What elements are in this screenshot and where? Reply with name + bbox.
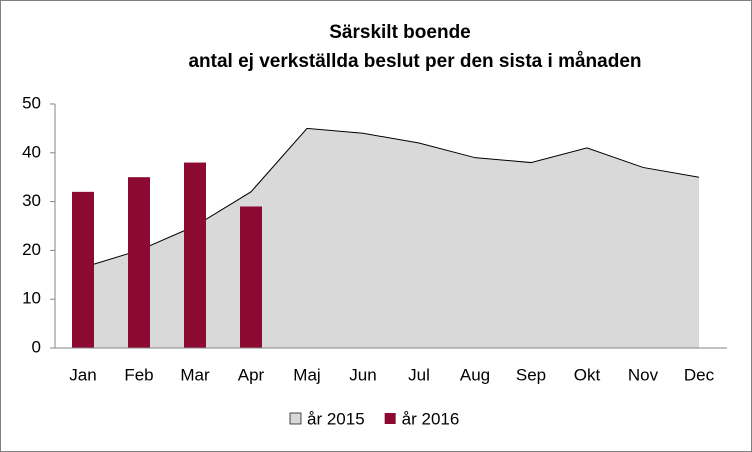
x-tick-label: Sep xyxy=(516,365,546,384)
legend-label: år 2015 xyxy=(307,409,365,428)
x-tick-label: Okt xyxy=(574,365,601,384)
bar xyxy=(184,162,206,348)
bar xyxy=(128,177,150,348)
y-tick-label: 0 xyxy=(32,337,41,356)
area-fill xyxy=(83,128,699,348)
x-tick-label: Jul xyxy=(408,365,430,384)
y-tick-label: 40 xyxy=(22,142,41,161)
chart-title: Särskilt boende xyxy=(329,22,471,43)
y-tick-label: 10 xyxy=(22,289,41,308)
y-tick-label: 20 xyxy=(22,240,41,259)
x-tick-label: Apr xyxy=(238,365,265,384)
bar xyxy=(72,191,94,348)
chart-subtitle: antal ej verkställda beslut per den sist… xyxy=(188,51,641,72)
x-tick-label: Jun xyxy=(349,365,376,384)
x-tick-label: Nov xyxy=(628,365,659,384)
legend-swatch xyxy=(289,412,302,425)
x-tick-label: Mar xyxy=(180,365,210,384)
x-tick-label: Jan xyxy=(69,365,96,384)
x-tick-label: Maj xyxy=(293,365,320,384)
bar xyxy=(240,206,262,348)
y-tick-label: 30 xyxy=(22,191,41,210)
x-tick-label: Feb xyxy=(124,365,153,384)
x-tick-label: Dec xyxy=(684,365,715,384)
x-tick-label: Aug xyxy=(460,365,490,384)
legend-swatch xyxy=(384,413,396,424)
legend-label: år 2016 xyxy=(402,409,460,428)
y-tick-label: 50 xyxy=(22,93,41,112)
